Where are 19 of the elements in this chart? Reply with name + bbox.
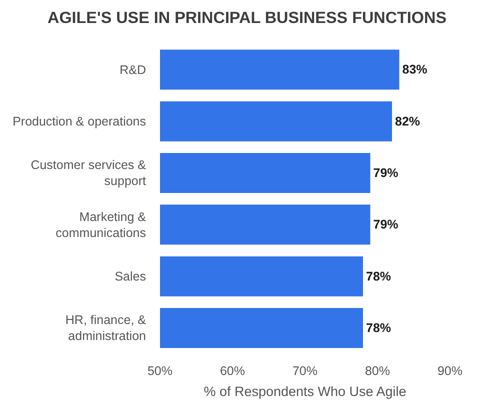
y-tick-label: R&D <box>120 62 146 77</box>
y-tick-label: Sales <box>114 270 146 284</box>
x-tick-label: 50% <box>147 364 173 378</box>
x-tick-label: 80% <box>364 364 390 378</box>
x-axis-title: % of Respondents Who Use Agile <box>204 384 406 399</box>
data-label: 82% <box>395 114 420 128</box>
x-tick-label: 60% <box>220 364 246 378</box>
data-label: 79% <box>373 166 398 180</box>
y-tick-label: Customer services & support <box>30 158 147 188</box>
y-tick-label: HR, finance, & administration <box>65 313 147 344</box>
data-label: 83% <box>402 62 428 77</box>
chart-title: AGILE'S USE IN PRINCIPAL BUSINESS FUNCTIONS <box>46 8 448 28</box>
data-label: 78% <box>366 269 392 284</box>
y-tick-label: Production & operations <box>12 114 146 128</box>
x-tick-label: 70% <box>292 364 318 378</box>
x-tick-label: 90% <box>437 364 463 378</box>
y-tick-label: Marketing & communications <box>56 210 147 240</box>
data-label: 78% <box>366 321 392 336</box>
data-label: 79% <box>373 218 398 232</box>
